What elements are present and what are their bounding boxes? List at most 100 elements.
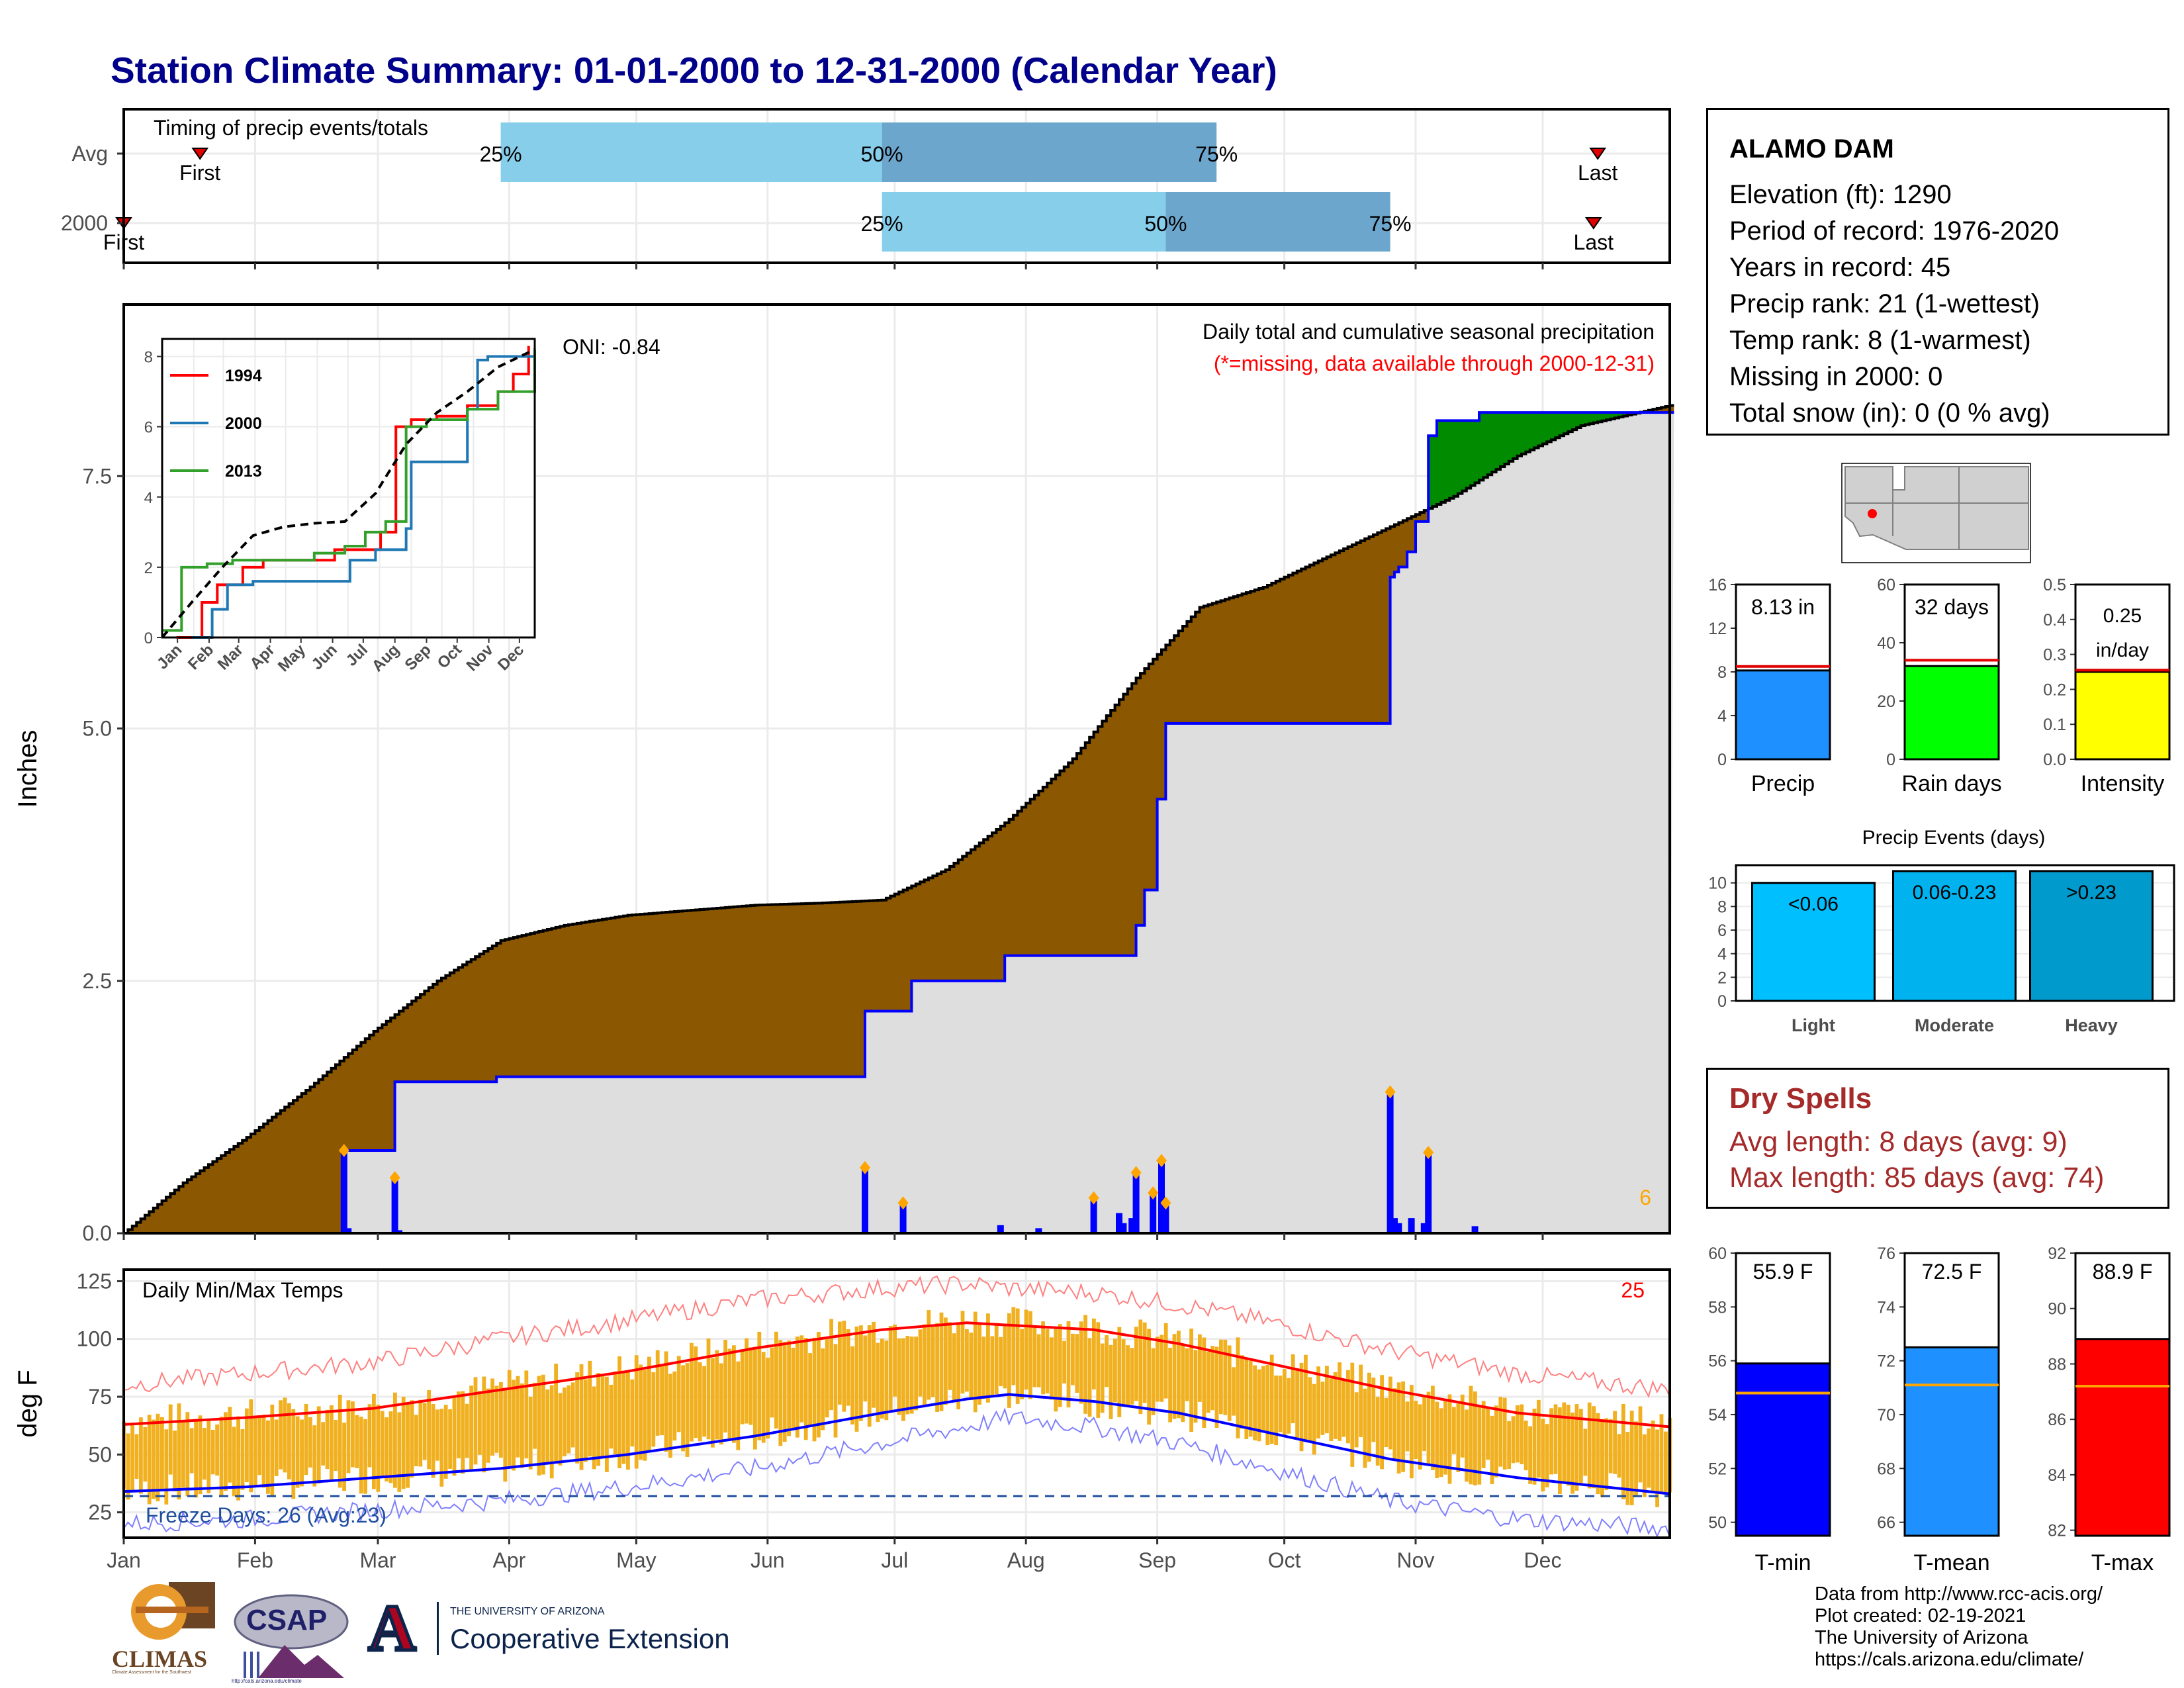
daily-temp-bar — [944, 1317, 948, 1405]
daily-temp-bar — [232, 1427, 236, 1497]
daily-temp-bar — [1058, 1324, 1062, 1407]
daily-temp-bar — [414, 1415, 418, 1467]
daily-temp-bar — [1160, 1335, 1164, 1402]
inset-legend-label: 2013 — [225, 462, 262, 481]
timing-last-marker — [1584, 217, 1602, 230]
daily-temp-bar — [1020, 1329, 1024, 1399]
timing-bar-q3 — [1165, 192, 1390, 252]
daily-temp-bar — [499, 1382, 503, 1458]
station-years: Years in record: 45 — [1729, 253, 1951, 282]
daily-temp-bar — [1388, 1376, 1392, 1450]
daily-temp-bar — [761, 1352, 766, 1443]
daily-temp-bar — [279, 1400, 283, 1470]
daily-temp-bar — [1066, 1321, 1071, 1408]
daily-temp-bar — [1172, 1334, 1177, 1419]
daily-temp-bar — [897, 1338, 901, 1415]
daily-temp-bar — [253, 1415, 257, 1487]
daily-temp-bar — [1566, 1404, 1570, 1486]
daily-temp-bar — [1511, 1416, 1516, 1464]
daily-temp-bar — [397, 1412, 402, 1492]
daily-temp-bar — [613, 1371, 617, 1454]
daily-temp-bar — [164, 1429, 169, 1505]
precip-deficit-area — [128, 405, 1674, 1233]
footer-plot-created: Plot created: 02-19-2021 — [1815, 1605, 2026, 1626]
station-temp-rank: Temp rank: 8 (1-warmest) — [1729, 326, 2031, 355]
daily-temp-bar — [1490, 1415, 1494, 1484]
stat-ytick-label: 0.1 — [2043, 716, 2066, 734]
station-missing: Missing in 2000: 0 — [1729, 362, 1943, 391]
daily-temp-bar — [753, 1346, 757, 1450]
daily-temp-bar — [376, 1404, 381, 1492]
daily-temp-bar — [994, 1323, 999, 1395]
daily-temp-bar — [1396, 1382, 1401, 1474]
daily-temp-bar — [1308, 1377, 1312, 1442]
daily-temp-bar — [469, 1385, 473, 1471]
tstat-ytick-label: 82 — [2048, 1522, 2066, 1540]
daily-temp-bar — [1177, 1331, 1181, 1419]
daily-temp-bar — [668, 1374, 672, 1458]
events-ytick-label: 6 — [1717, 921, 1727, 940]
heavy-event-marker — [1156, 1154, 1167, 1168]
tstat-ytick-label: 66 — [1877, 1514, 1895, 1532]
station-location-marker — [1868, 509, 1877, 518]
daily-temp-bar — [1350, 1362, 1355, 1467]
daily-temp-bar — [1219, 1339, 1223, 1415]
daily-temp-bar — [981, 1336, 986, 1399]
daily-temp-bar — [528, 1397, 533, 1470]
daily-temp-bar — [1367, 1372, 1371, 1462]
daily-temp-bar — [173, 1430, 177, 1492]
month-label: Jun — [751, 1548, 785, 1572]
inset-legend-label: 1994 — [225, 367, 262, 385]
station-precip-rank: Precip rank: 21 (1-wettest) — [1729, 289, 2040, 318]
daily-temp-bar — [359, 1417, 363, 1494]
daily-temp-bar — [554, 1364, 558, 1462]
tstat-bar-T-min — [1735, 1362, 1831, 1537]
daily-temp-bar — [482, 1376, 486, 1473]
station-info-box: ALAMO DAM Elevation (ft): 1290 Period of… — [1706, 108, 2169, 436]
daily-precip-bar — [1408, 1218, 1415, 1233]
month-label: Jul — [881, 1548, 908, 1572]
daily-temp-bar — [1325, 1366, 1329, 1434]
footer-university: The University of Arizona — [1815, 1627, 2028, 1648]
heavy-event-marker — [389, 1171, 400, 1185]
daily-temp-bar — [541, 1374, 545, 1475]
inset-ytick-label: 2 — [144, 559, 153, 577]
daily-temp-bar — [1502, 1397, 1507, 1470]
daily-temp-bar — [494, 1385, 499, 1453]
daily-temp-bar — [846, 1329, 850, 1406]
daily-temp-bar — [1570, 1412, 1574, 1494]
daily-temp-bar — [1418, 1404, 1422, 1470]
daily-temp-bar — [126, 1433, 130, 1500]
daily-temp-bar — [1151, 1348, 1156, 1415]
daily-precip-bar — [1150, 1193, 1157, 1233]
daily-temp-bar — [1524, 1421, 1528, 1471]
ua-extension: Cooperative Extension — [450, 1623, 730, 1654]
events-range-label: 0.06-0.23 — [1913, 882, 1997, 904]
daily-temp-bar — [643, 1370, 647, 1461]
daily-precip-bar — [1391, 1218, 1398, 1233]
daily-precip-bar — [1395, 1223, 1402, 1233]
daily-temp-bar — [931, 1327, 935, 1397]
stat-ytick-label: 40 — [1877, 634, 1895, 653]
daily-temp-bar — [833, 1344, 838, 1438]
month-label: Oct — [1268, 1548, 1301, 1572]
inset-average-line — [161, 348, 535, 639]
timing-last-label: Last — [1574, 230, 1614, 254]
daily-temp-bar — [965, 1329, 969, 1392]
daily-temp-bar — [448, 1409, 452, 1469]
daily-temp-bar — [1320, 1382, 1325, 1435]
daily-temp-bar — [393, 1392, 397, 1488]
daily-temp-bar — [617, 1356, 621, 1469]
tstat-value-label: 88.9 F — [2093, 1260, 2153, 1284]
ua-name: THE UNIVERSITY OF ARIZONA — [450, 1606, 605, 1617]
events-background — [1736, 865, 2174, 1001]
record-min-line — [123, 1407, 1670, 1538]
daily-temp-bar — [478, 1391, 482, 1455]
daily-temp-bar — [1138, 1319, 1143, 1415]
daily-temp-bar — [672, 1371, 677, 1441]
footer-credits: Data from http://www.rcc-acis.org/ Plot … — [1815, 1583, 2103, 1671]
timing-p75-label: 75% — [1195, 142, 1238, 166]
daily-temp-bar — [609, 1384, 614, 1449]
daily-temp-bar — [575, 1372, 579, 1464]
events-title: Precip Events (days) — [1862, 827, 2046, 849]
